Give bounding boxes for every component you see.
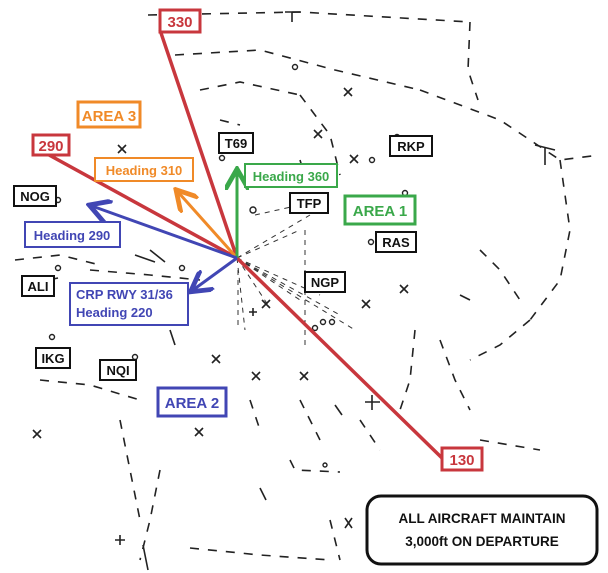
waypoint-ali-label: ALI	[28, 279, 49, 294]
waypoint-nqi: NQI	[99, 359, 137, 381]
waypoint-nqi-label: NQI	[106, 363, 129, 378]
heading-310-arrow	[178, 192, 239, 259]
area-1-box: AREA 1	[343, 194, 417, 226]
waypoint-ras-label: RAS	[382, 235, 410, 250]
waypoint-ngp-label: NGP	[311, 275, 340, 290]
waypoint-nog-label: NOG	[20, 189, 50, 204]
waypoint-ngp: NGP	[304, 271, 346, 293]
waypoint-tfp: TFP	[289, 192, 329, 214]
radial-130-line	[235, 256, 444, 460]
waypoint-rkp-label: RKP	[397, 139, 425, 154]
waypoint-ikg-label: IKG	[41, 351, 64, 366]
radial-330-line	[158, 29, 239, 259]
waypoint-t69-label: T69	[225, 136, 247, 151]
waypoint-ikg: IKG	[35, 347, 71, 369]
terrain-markings	[32, 11, 556, 571]
heading-290-arrow	[92, 206, 238, 260]
heading-290-box: Heading 290	[24, 221, 121, 248]
area-3-box: AREA 3	[76, 100, 142, 129]
radial-label-290: 290	[31, 133, 71, 157]
heading-360-label: Heading 360	[253, 169, 330, 184]
radial-290-line	[39, 148, 238, 260]
radial-label-130: 130	[440, 446, 484, 472]
radial-label-290-text: 290	[38, 138, 63, 155]
heading-290-label: Heading 290	[34, 228, 111, 243]
waypoint-rkp: RKP	[389, 135, 433, 157]
heading-220-label: Heading 220	[76, 305, 153, 320]
altitude-notice-box: ALL AIRCRAFT MAINTAIN 3,000ft ON DEPARTU…	[365, 494, 599, 566]
heading-310-label: Heading 310	[106, 163, 183, 178]
waypoint-t69: T69	[218, 132, 254, 154]
heading-310-box: Heading 310	[94, 157, 194, 182]
area-2-label: AREA 2	[165, 395, 219, 412]
waypoint-ali: ALI	[21, 275, 55, 297]
waypoint-tfp-label: TFP	[297, 196, 322, 211]
radial-label-330: 330	[158, 8, 202, 34]
altitude-notice-line2: 3,000ft ON DEPARTURE	[405, 534, 559, 549]
heading-360-box: Heading 360	[244, 163, 338, 188]
area-1-label: AREA 1	[353, 203, 407, 220]
waypoint-ras: RAS	[375, 231, 417, 253]
altitude-notice-line1: ALL AIRCRAFT MAINTAIN	[399, 511, 566, 526]
heading-220-arrow	[193, 256, 238, 290]
area-3-label: AREA 3	[82, 108, 136, 125]
heading-220-box: CRP RWY 31/36 Heading 220	[69, 282, 189, 326]
waypoint-nog: NOG	[13, 185, 57, 207]
area-2-box: AREA 2	[156, 386, 228, 418]
radial-label-130-text: 130	[449, 452, 474, 469]
crp-runway-label: CRP RWY 31/36	[76, 287, 173, 302]
radial-label-330-text: 330	[167, 14, 192, 31]
